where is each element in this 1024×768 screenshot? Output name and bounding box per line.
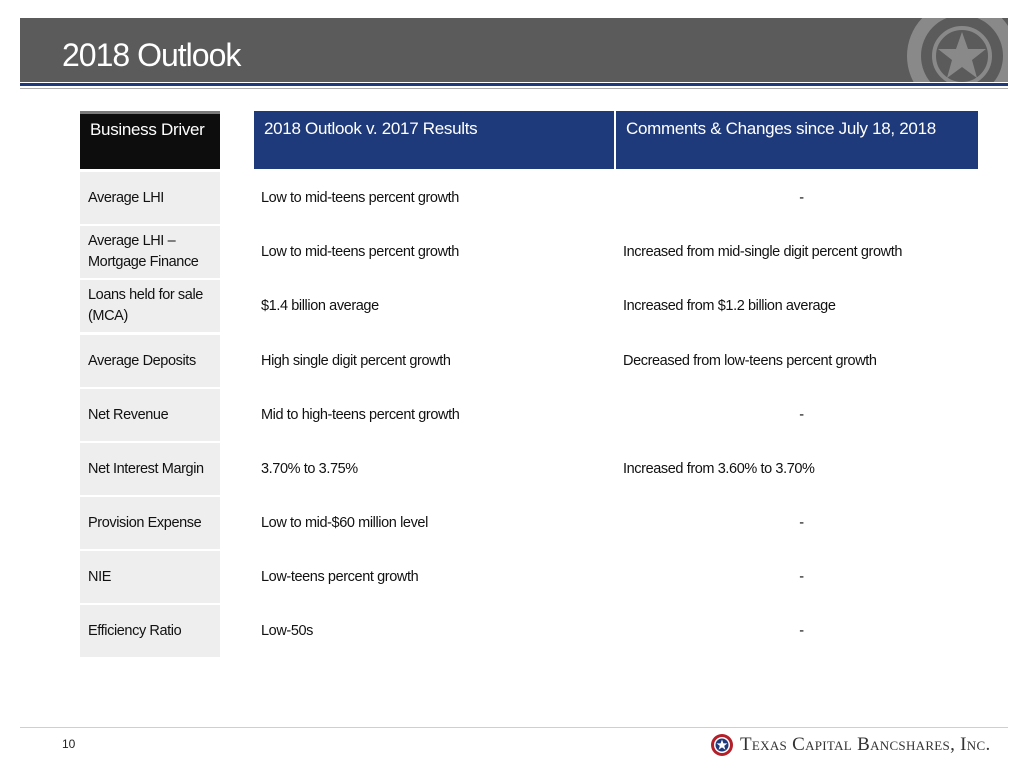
footer-divider	[20, 727, 1008, 728]
table-row: Net Interest Margin 3.70% to 3.75% Incre…	[80, 443, 980, 495]
driver-cell: Efficiency Ratio	[80, 605, 220, 657]
table-row: Average LHI Low to mid-teens percent gro…	[80, 172, 980, 224]
comment-cell: Decreased from low-teens percent growth	[623, 353, 877, 369]
comment-cell: Increased from $1.2 billion average	[623, 298, 836, 314]
driver-cell: NIE	[80, 551, 220, 603]
driver-cell: Average LHI	[80, 172, 220, 224]
column-header-business-driver: Business Driver	[80, 111, 220, 169]
outlook-cell: $1.4 billion average	[261, 298, 379, 314]
star-emblem-icon	[907, 18, 1008, 82]
driver-cell: Provision Expense	[80, 497, 220, 549]
comment-cell: Increased from 3.60% to 3.70%	[623, 461, 815, 477]
page-number: 10	[62, 737, 76, 751]
outlook-cell: Mid to high-teens percent growth	[261, 407, 460, 423]
brand-logo: Texas Capital Bancshares, Inc.	[710, 733, 991, 757]
comment-cell: -	[799, 515, 804, 531]
table-row: Loans held for sale (MCA) $1.4 billion a…	[80, 280, 980, 332]
driver-cell: Loans held for sale (MCA)	[80, 280, 220, 332]
table-row: Average Deposits High single digit perce…	[80, 335, 980, 387]
title-underline	[20, 83, 1008, 86]
comment-cell: -	[799, 190, 804, 206]
outlook-cell: Low to mid-$60 million level	[261, 515, 428, 531]
comment-cell: -	[799, 569, 804, 585]
outlook-cell: Low-50s	[261, 623, 314, 639]
page-title: 2018 Outlook	[62, 37, 241, 73]
outlook-cell: Low to mid-teens percent growth	[261, 244, 459, 260]
driver-cell: Average LHI – Mortgage Finance	[80, 226, 220, 278]
outlook-cell: Low to mid-teens percent growth	[261, 190, 459, 206]
driver-cell: Net Interest Margin	[80, 443, 220, 495]
comment-cell: Increased from mid-single digit percent …	[623, 244, 902, 260]
outlook-cell: High single digit percent growth	[261, 353, 451, 369]
driver-cell: Average Deposits	[80, 335, 220, 387]
table-row: Average LHI – Mortgage Finance Low to mi…	[80, 226, 980, 278]
table-row: Provision Expense Low to mid-$60 million…	[80, 497, 980, 549]
table-row: NIE Low-teens percent growth -	[80, 551, 980, 603]
outlook-cell: 3.70% to 3.75%	[261, 461, 358, 477]
comment-cell: -	[799, 623, 804, 639]
driver-cell: Net Revenue	[80, 389, 220, 441]
column-header-outlook: 2018 Outlook v. 2017 Results	[254, 111, 614, 169]
star-seal-icon	[711, 734, 733, 756]
outlook-cell: Low-teens percent growth	[261, 569, 419, 585]
table-row: Efficiency Ratio Low-50s -	[80, 605, 980, 657]
title-bar: 2018 Outlook	[20, 18, 1008, 82]
table-row: Net Revenue Mid to high-teens percent gr…	[80, 389, 980, 441]
comment-cell: -	[799, 407, 804, 423]
title-underline-thin	[20, 88, 1008, 89]
brand-name: Texas Capital Bancshares, Inc.	[740, 734, 991, 755]
column-header-comments: Comments & Changes since July 18, 2018	[616, 111, 978, 169]
